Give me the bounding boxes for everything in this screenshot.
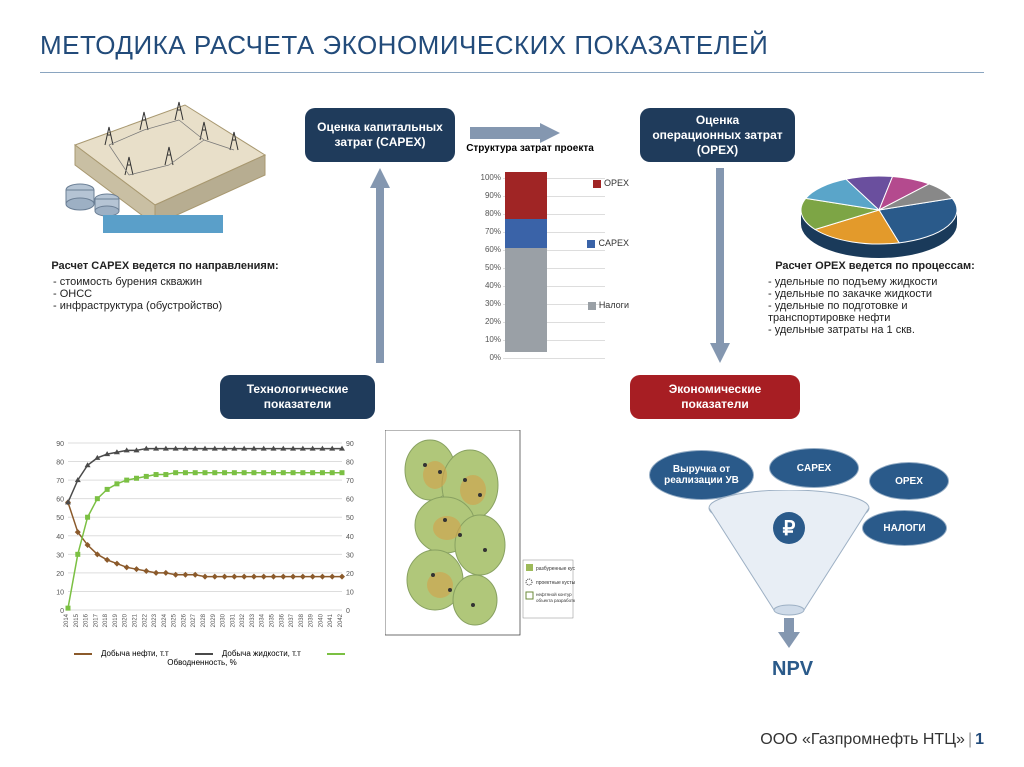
list-item: удельные по закачке жидкости	[768, 288, 990, 300]
svg-text:2029: 2029	[211, 613, 217, 627]
svg-text:2018: 2018	[103, 613, 109, 627]
svg-text:2017: 2017	[93, 613, 99, 627]
tech-indicators-box: Технологические показатели	[220, 375, 375, 419]
development-map: разбуренные кусты проектные кусты нефтян…	[385, 430, 575, 655]
svg-text:разбуренные кусты: разбуренные кусты	[536, 566, 575, 572]
svg-text:2019: 2019	[113, 613, 119, 627]
arrow-up-icon	[370, 168, 390, 363]
line-chart-legend: Добыча нефти, т.т Добыча жидкости, т.т О…	[40, 649, 370, 667]
list-item: удельные затраты на 1 скв.	[768, 324, 990, 336]
svg-text:₽: ₽	[783, 518, 796, 540]
svg-text:20: 20	[56, 571, 64, 578]
svg-text:2036: 2036	[279, 613, 285, 627]
svg-text:2038: 2038	[299, 613, 305, 627]
economic-indicators-box: Экономические показатели	[630, 375, 800, 419]
svg-text:80: 80	[346, 460, 354, 467]
svg-text:30: 30	[56, 552, 64, 559]
svg-text:2022: 2022	[142, 613, 148, 627]
svg-text:60: 60	[56, 497, 64, 504]
svg-text:50: 50	[346, 515, 354, 522]
list-item: удельные по подготовке и транспортировке…	[768, 300, 990, 324]
svg-text:90: 90	[346, 441, 354, 448]
svg-text:2030: 2030	[221, 613, 227, 627]
pie-chart-3d	[784, 168, 974, 263]
arrow-right-icon	[470, 123, 560, 143]
svg-text:2021: 2021	[133, 613, 139, 627]
production-line-chart: 0010102020303040405050606070708080909020…	[40, 435, 370, 665]
bar-chart-title: Структура затрат проекта	[435, 143, 625, 154]
svg-text:2027: 2027	[191, 613, 197, 627]
svg-text:нефтяной контур: нефтяной контур	[536, 591, 572, 597]
svg-text:2026: 2026	[181, 613, 187, 627]
svg-text:30: 30	[346, 552, 354, 559]
footer-company: ООО «Газпромнефть НТЦ»	[760, 731, 965, 748]
list-item: стоимость бурения скважин	[53, 276, 285, 288]
svg-text:2015: 2015	[74, 613, 80, 627]
svg-text:2037: 2037	[289, 613, 295, 627]
svg-text:2039: 2039	[309, 613, 315, 627]
title-underline	[40, 72, 984, 73]
opex-processes-header: Расчет OPEX ведется по процессам:	[760, 260, 990, 272]
svg-text:2034: 2034	[260, 613, 266, 627]
funnel-oval-capex: CAPEX	[769, 448, 859, 488]
list-item: инфраструктура (обустройство)	[53, 300, 285, 312]
svg-text:80: 80	[56, 460, 64, 467]
capex-box: Оценка капитальных затрат (CAPEX)	[305, 108, 455, 162]
svg-text:2041: 2041	[328, 613, 334, 627]
arrow-down-icon	[710, 168, 730, 363]
svg-text:20: 20	[346, 571, 354, 578]
svg-text:2031: 2031	[230, 613, 236, 627]
page-title: МЕТОДИКА РАСЧЕТА ЭКОНОМИЧЕСКИХ ПОКАЗАТЕЛ…	[40, 30, 768, 61]
funnel-oval-opex: OPEX	[869, 462, 949, 500]
svg-text:70: 70	[346, 478, 354, 485]
svg-text:2014: 2014	[64, 613, 70, 627]
isometric-field-illustration	[45, 95, 275, 245]
npv-label: NPV	[772, 658, 813, 681]
economic-funnel-diagram: Выручка от реализации УВ CAPEX OPEX НАЛО…	[644, 440, 974, 690]
cost-structure-bar-chart: Структура затрат проекта 0%10%20%30%40%5…	[435, 160, 625, 370]
list-item: удельные по подъему жидкости	[768, 276, 990, 288]
svg-text:2023: 2023	[152, 613, 158, 627]
svg-text:2042: 2042	[338, 613, 344, 627]
opex-box: Оценка операционных затрат (OPEX)	[640, 108, 795, 162]
capex-directions-header: Расчет CAPEX ведется по направлениям:	[45, 260, 285, 272]
svg-text:2040: 2040	[318, 613, 324, 627]
svg-text:0: 0	[346, 608, 350, 615]
footer-page-number: 1	[975, 731, 984, 748]
svg-text:50: 50	[56, 515, 64, 522]
funnel-oval-taxes: НАЛОГИ	[862, 510, 947, 546]
svg-text:2020: 2020	[123, 613, 129, 627]
svg-text:2028: 2028	[201, 613, 207, 627]
svg-text:10: 10	[346, 589, 354, 596]
svg-text:2016: 2016	[84, 613, 90, 627]
opex-processes-block: Расчет OPEX ведется по процессам: удельн…	[760, 260, 990, 336]
svg-text:2024: 2024	[162, 613, 168, 627]
svg-text:2025: 2025	[172, 613, 178, 627]
svg-text:40: 40	[346, 534, 354, 541]
capex-directions-block: Расчет CAPEX ведется по направлениям: ст…	[45, 260, 285, 312]
svg-text:проектные кусты: проектные кусты	[536, 580, 575, 586]
svg-text:10: 10	[56, 589, 64, 596]
svg-text:60: 60	[346, 497, 354, 504]
svg-text:70: 70	[56, 478, 64, 485]
footer: ООО «Газпромнефть НТЦ»|1	[760, 731, 984, 749]
svg-text:90: 90	[56, 441, 64, 448]
svg-text:40: 40	[56, 534, 64, 541]
svg-text:2032: 2032	[240, 613, 246, 627]
svg-text:0: 0	[60, 608, 64, 615]
list-item: ОНСС	[53, 288, 285, 300]
svg-text:2033: 2033	[250, 613, 256, 627]
svg-text:2035: 2035	[270, 613, 276, 627]
svg-text:объекта разработки: объекта разработки	[536, 598, 575, 603]
